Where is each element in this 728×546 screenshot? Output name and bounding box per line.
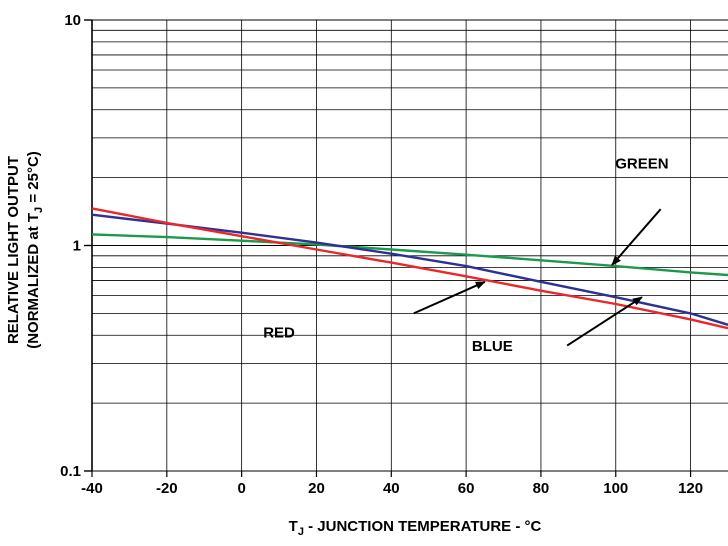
y-tick-label: 10 [64,12,81,29]
x-tick-label: -20 [156,480,178,497]
series-line-green [91,233,728,277]
x-tick-label: 40 [383,480,400,497]
annotation-label-green: GREEN [615,155,668,172]
x-tick-label: -40 [81,480,103,497]
y-axis-label-normalized: (NORMALIZED at TJ = 25°C) [25,151,45,349]
annotation-label-red: RED [263,325,295,342]
series-layer [91,207,728,330]
y-tick-label: 1 [73,238,81,255]
grid [84,19,728,477]
x-tick-label: 60 [458,480,475,497]
annotation-arrow-green [611,208,662,266]
series-line-blue [91,213,728,326]
series-line-red [91,207,728,330]
annotation-layer: GREEN RED BLUE [263,155,668,355]
x-tick-label: 0 [237,480,245,497]
annotation-arrow-red [413,280,486,315]
x-tick-label: 100 [603,480,628,497]
x-tick-label: 120 [678,480,703,497]
annotation-label-blue: BLUE [472,338,513,355]
x-axis-label: TJ - JUNCTION TEMPERATURE - °C [289,518,542,538]
y-tick-label: 0.1 [60,463,81,480]
x-tick-label: 80 [533,480,550,497]
annotation-arrow-blue [566,296,643,347]
tick-labels: -40 -20 0 20 40 60 80 100 120 0.1 1 10 [60,12,703,497]
x-tick-label: 20 [308,480,325,497]
y-axis-label: RELATIVE LIGHT OUTPUT [5,156,22,344]
